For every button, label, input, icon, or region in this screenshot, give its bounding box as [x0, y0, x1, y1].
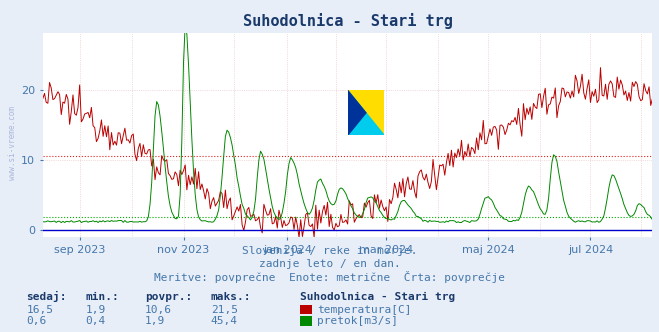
Text: Suhodolnica - Stari trg: Suhodolnica - Stari trg — [300, 292, 455, 302]
Title: Suhodolnica - Stari trg: Suhodolnica - Stari trg — [243, 13, 453, 29]
Text: maks.:: maks.: — [211, 292, 251, 302]
Text: 0,6: 0,6 — [26, 316, 47, 326]
Text: Slovenija / reke in morje.: Slovenija / reke in morje. — [242, 246, 417, 256]
Polygon shape — [348, 90, 384, 135]
Text: temperatura[C]: temperatura[C] — [317, 305, 411, 315]
Text: min.:: min.: — [86, 292, 119, 302]
Text: sedaj:: sedaj: — [26, 291, 67, 302]
Text: www.si-vreme.com: www.si-vreme.com — [8, 106, 17, 180]
Text: 1,9: 1,9 — [86, 305, 106, 315]
Text: Meritve: povprečne  Enote: metrične  Črta: povprečje: Meritve: povprečne Enote: metrične Črta:… — [154, 271, 505, 283]
Polygon shape — [348, 90, 384, 135]
Text: 16,5: 16,5 — [26, 305, 53, 315]
Text: 1,9: 1,9 — [145, 316, 165, 326]
Text: povpr.:: povpr.: — [145, 292, 192, 302]
Text: 45,4: 45,4 — [211, 316, 238, 326]
Text: pretok[m3/s]: pretok[m3/s] — [317, 316, 398, 326]
Polygon shape — [348, 90, 366, 135]
Text: zadnje leto / en dan.: zadnje leto / en dan. — [258, 259, 401, 269]
Text: 10,6: 10,6 — [145, 305, 172, 315]
Text: 0,4: 0,4 — [86, 316, 106, 326]
Text: 21,5: 21,5 — [211, 305, 238, 315]
